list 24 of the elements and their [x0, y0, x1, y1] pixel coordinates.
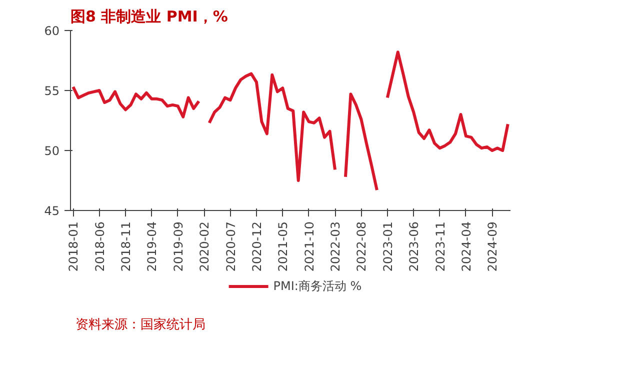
chart-title: 图8 非制造业 PMI，% [70, 8, 228, 26]
x-tick-label: 2019-04 [145, 222, 160, 272]
x-tick-label: 2020-12 [250, 222, 264, 272]
x-tick-label: 2023-01 [380, 222, 395, 272]
x-tick-label: 2022-08 [354, 222, 369, 272]
x-tick-label: 2021-05 [276, 222, 290, 272]
y-tick-label: 55 [44, 84, 60, 98]
y-tick-label: 60 [44, 24, 60, 38]
legend-label: PMI:商务活动 % [273, 278, 362, 294]
x-tick-label: 2023-06 [407, 222, 422, 272]
x-tick-label: 2020-02 [198, 222, 212, 272]
x-tick-label: 2018-11 [119, 222, 133, 272]
x-tick-label: 2020-07 [224, 222, 238, 272]
x-tick-label: 2018-01 [66, 222, 81, 272]
y-tick-label: 45 [44, 204, 60, 218]
y-tick-label: 50 [44, 144, 60, 158]
x-tick-label: 2022-03 [328, 222, 343, 272]
x-tick-label: 2024-04 [459, 222, 474, 272]
x-tick-label: 2021-10 [302, 222, 316, 272]
x-tick-label: 2019-09 [171, 222, 186, 272]
x-tick-label: 2023-11 [433, 222, 448, 272]
text: 资料来源：国家统计局 [76, 316, 206, 332]
x-tick-label: 2024-09 [486, 222, 500, 272]
x-tick-label: 2018-06 [92, 222, 107, 272]
